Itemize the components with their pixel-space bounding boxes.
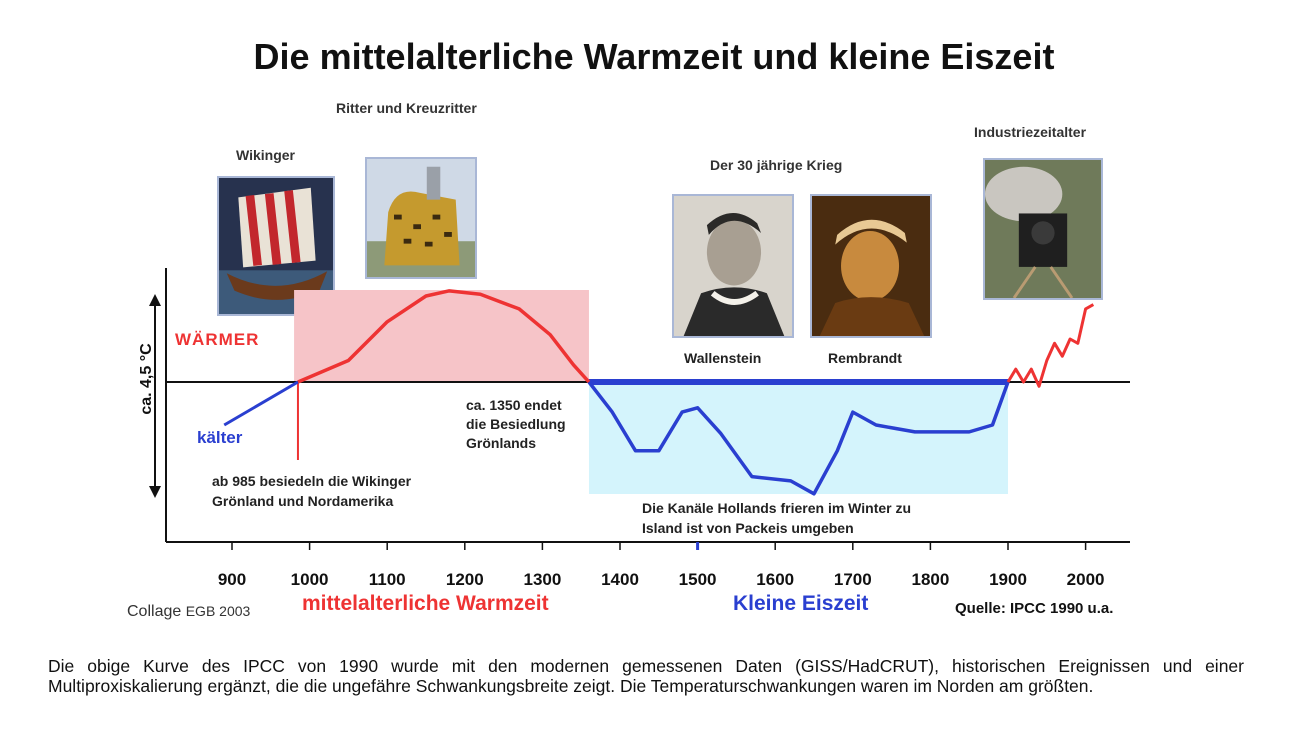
series-early-cold-line — [223, 380, 299, 427]
x-tick-label-1800: 1800 — [911, 570, 949, 589]
greenland-note-3: Grönlands — [466, 435, 537, 451]
x-tick-label-1000: 1000 — [291, 570, 329, 589]
vikings-note-1: ab 985 besiedeln die Wikinger — [212, 473, 412, 489]
collage-label: Collage EGB 2003 — [127, 603, 250, 621]
x-tick-label-1200: 1200 — [446, 570, 484, 589]
collage-year: EGB 2003 — [185, 603, 251, 619]
rembrandt-label: Rembrandt — [828, 350, 902, 366]
source-label: Quelle: IPCC 1990 u.a. — [955, 600, 1114, 617]
x-tick-label-2000: 2000 — [1067, 570, 1105, 589]
range-arrow-up — [149, 294, 161, 306]
lia-label: Kleine Eiszeit — [733, 592, 869, 615]
series-warm-line — [297, 289, 591, 384]
colder-label: kälter — [197, 428, 243, 447]
knight-image — [365, 157, 477, 279]
greenland-note-1: ca. 1350 endet — [466, 397, 562, 413]
x-tick-label-1300: 1300 — [523, 570, 561, 589]
x-tick-label-1100: 1100 — [369, 570, 406, 589]
series-cold-line — [587, 380, 1010, 496]
caption: Die obige Kurve des IPCC von 1990 wurde … — [48, 656, 1244, 696]
collage-text: Collage — [127, 603, 182, 620]
cold-baseline-band — [588, 379, 1008, 385]
mwp-label: mittelalterliche Warmzeit — [302, 592, 549, 615]
x-tick-label-1400: 1400 — [601, 570, 639, 589]
industry-label: Industriezeitalter — [974, 124, 1087, 140]
x-tick-label-1900: 1900 — [989, 570, 1027, 589]
train-image — [983, 158, 1103, 300]
y-axis-label: ca. 4,5 °C — [138, 343, 155, 415]
x-tick-label-1500: 1500 — [679, 570, 717, 589]
cold-region — [588, 382, 1008, 494]
series-modern-line — [1006, 303, 1095, 388]
wallenstein-label: Wallenstein — [684, 350, 762, 366]
holland-note-1: Die Kanäle Hollands frieren im Winter zu — [642, 500, 912, 516]
warmer-label: WÄRMER — [175, 330, 260, 349]
chart-title: Die mittelalterliche Warmzeit und kleine… — [253, 36, 1055, 77]
war-label: Der 30 jährige Krieg — [710, 157, 843, 173]
x-tick-label-1700: 1700 — [834, 570, 872, 589]
vikings-note-2: Grönland und Nordamerika — [212, 493, 394, 509]
warm-region — [294, 290, 589, 382]
x-tick-label-1600: 1600 — [756, 570, 794, 589]
greenland-note-2: die Besiedlung — [466, 416, 566, 432]
wallenstein-portrait — [672, 194, 794, 338]
vikings-label: Wikinger — [236, 147, 295, 163]
rembrandt-portrait — [810, 194, 932, 338]
holland-note-2: Island ist von Packeis umgeben — [642, 520, 854, 536]
viking-ship-image — [217, 176, 335, 316]
knights-label: Ritter und Kreuzritter — [336, 100, 477, 116]
range-arrow-down — [149, 486, 161, 498]
x-tick-label-900: 900 — [218, 570, 246, 589]
